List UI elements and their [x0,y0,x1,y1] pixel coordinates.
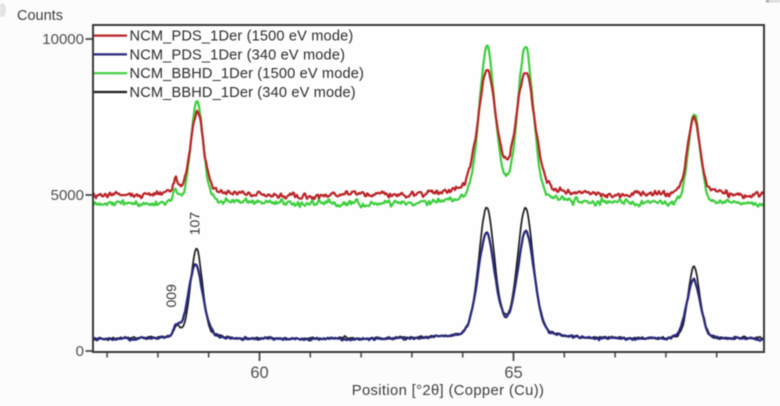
svg-text:65: 65 [504,364,522,382]
svg-text:0: 0 [76,343,84,360]
svg-text:60: 60 [250,364,268,382]
svg-text:10000: 10000 [42,31,84,48]
svg-text:NCM_BBHD_1Der (340 eV mode): NCM_BBHD_1Der (340 eV mode) [130,85,356,101]
svg-text:Position [°2θ] (Copper (Cu)): Position [°2θ] (Copper (Cu)) [352,383,545,399]
svg-text:107: 107 [187,212,203,236]
svg-text:NCM_PDS_1Der (340 eV mode): NCM_PDS_1Der (340 eV mode) [130,47,346,63]
svg-text:009: 009 [163,284,179,308]
svg-text:Counts: Counts [17,8,63,24]
svg-text:NCM_BBHD_1Der (1500 eV mode): NCM_BBHD_1Der (1500 eV mode) [130,66,365,82]
svg-text:NCM_PDS_1Der (1500 eV mode): NCM_PDS_1Der (1500 eV mode) [130,29,354,45]
svg-text:5000: 5000 [51,187,84,204]
